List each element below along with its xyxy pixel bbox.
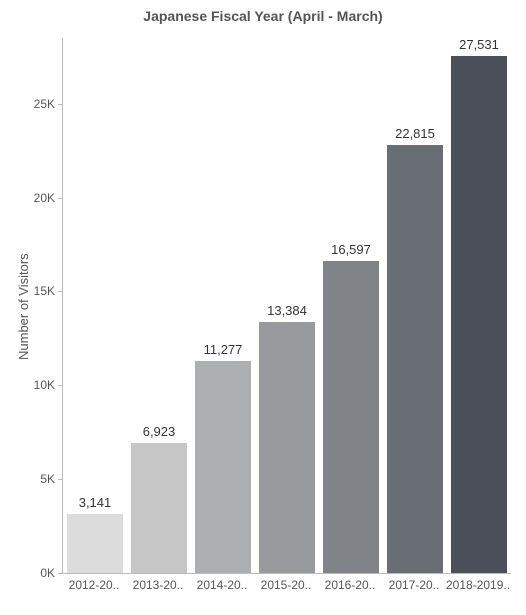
bar-column: 27,531	[447, 38, 511, 573]
bar	[323, 261, 378, 573]
bar-column: 22,815	[383, 38, 447, 573]
x-tick-label: 2012-20..	[62, 578, 126, 592]
x-tick-label: 2015-20..	[254, 578, 318, 592]
y-tick	[58, 573, 63, 574]
bars: 3,141 6,923 11,277 13,384 16,597 22,815 27,531	[63, 38, 511, 573]
y-tick-label: 20K	[34, 191, 55, 205]
x-axis-labels: 2012-20..2013-20..2014-20..2015-20..2016…	[62, 578, 510, 592]
x-tick-label: 2013-20..	[126, 578, 190, 592]
x-tick-label: 2018-2019..	[446, 578, 510, 592]
y-tick-label: 0K	[40, 566, 55, 580]
bar	[195, 361, 250, 573]
bar	[67, 514, 122, 573]
plot-area: 0K5K10K15K20K25K3,1416,92311,27713,38416…	[62, 38, 511, 574]
bar-value-label: 3,141	[62, 495, 128, 510]
bar-column: 3,141	[63, 38, 127, 573]
bar-value-label: 6,923	[126, 424, 192, 439]
bar-value-label: 16,597	[318, 242, 384, 257]
y-tick-label: 5K	[40, 472, 55, 486]
x-tick-label: 2016-20..	[318, 578, 382, 592]
x-tick-label: 2017-20..	[382, 578, 446, 592]
bar	[259, 322, 314, 573]
chart-title: Japanese Fiscal Year (April - March)	[0, 8, 526, 24]
y-axis-label: Number of Visitors	[16, 253, 31, 360]
bar	[451, 56, 506, 573]
y-tick-label: 15K	[34, 284, 55, 298]
bar-value-label: 22,815	[382, 126, 448, 141]
y-tick-label: 10K	[34, 378, 55, 392]
y-tick-label: 25K	[34, 97, 55, 111]
bar-column: 11,277	[191, 38, 255, 573]
bar-value-label: 27,531	[446, 37, 512, 52]
bar-value-label: 11,277	[190, 342, 256, 357]
bar-column: 6,923	[127, 38, 191, 573]
bar-column: 13,384	[255, 38, 319, 573]
bar	[131, 443, 186, 573]
bar-column: 16,597	[319, 38, 383, 573]
x-tick-label: 2014-20..	[190, 578, 254, 592]
bar	[387, 145, 442, 573]
chart: Japanese Fiscal Year (April - March) Numb…	[0, 0, 526, 615]
bar-value-label: 13,384	[254, 303, 320, 318]
